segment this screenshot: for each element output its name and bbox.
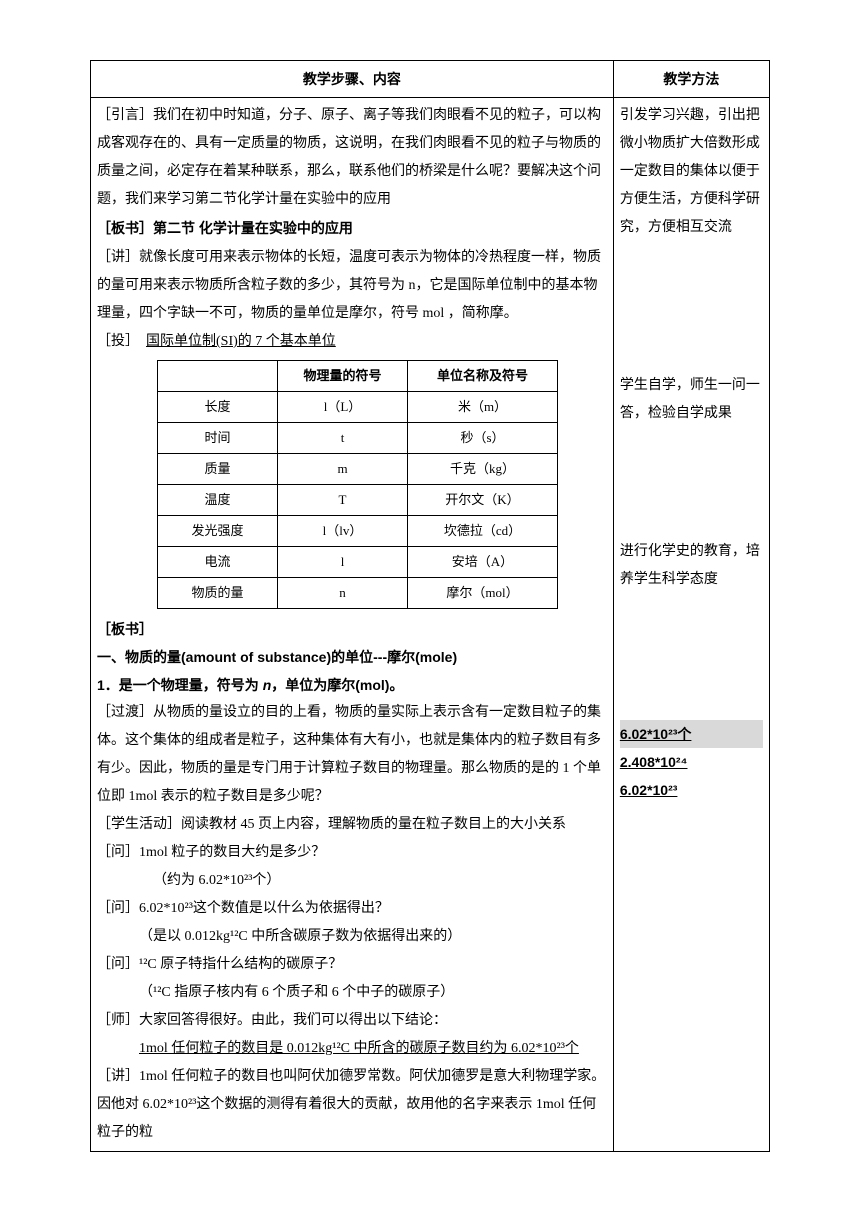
si-r1c1: t bbox=[278, 423, 408, 454]
trans-tag: ［过渡］ bbox=[97, 705, 153, 720]
si-r3c2: 开尔文（K） bbox=[408, 485, 558, 516]
note1: 6.02*10²³个 bbox=[620, 720, 763, 748]
note3: 6.02*10²³ bbox=[620, 776, 763, 804]
header-content: 教学步骤、内容 bbox=[91, 61, 614, 98]
si-r2c1: m bbox=[278, 454, 408, 485]
lecture1-tag: ［讲］ bbox=[97, 250, 139, 265]
content-cell: ［引言］我们在初中时知道，分子、原子、离子等我们肉眼看不见的粒子，可以构成客观存… bbox=[91, 98, 614, 1152]
si-r5c1: l bbox=[278, 547, 408, 578]
si-units-table: 物理量的符号 单位名称及符号 长度l（L）米（m） 时间t秒（s） 质量m千克（… bbox=[157, 360, 558, 609]
proj-tag: ［投］ bbox=[97, 334, 139, 349]
lecture2-text: 1mol 任何粒子的数目也叫阿伏加德罗常数。阿伏加德罗是意大利物理学家。因他对 … bbox=[97, 1069, 605, 1140]
si-r5c2: 安培（A） bbox=[408, 547, 558, 578]
method-block3: 进行化学史的教育，培养学生科学态度 bbox=[620, 538, 763, 594]
si-r6c0: 物质的量 bbox=[158, 578, 278, 609]
lecture1-text: 就像长度可用来表示物体的长短，温度可表示为物体的冷热程度一样，物质的量可用来表示… bbox=[97, 250, 601, 321]
conclusion: 1mol 任何粒子的数目是 0.012kg¹²C 中所含的碳原子数目约为 6.0… bbox=[97, 1035, 607, 1063]
point1-n: n bbox=[263, 677, 272, 693]
q3-text: ¹²C 原子特指什么结构的碳原子？ bbox=[139, 957, 342, 972]
si-h1: 物理量的符号 bbox=[278, 361, 408, 392]
si-h2: 单位名称及符号 bbox=[408, 361, 558, 392]
si-r1c2: 秒（s） bbox=[408, 423, 558, 454]
lesson-plan-table: 教学步骤、内容 教学方法 ［引言］我们在初中时知道，分子、原子、离子等我们肉眼看… bbox=[90, 60, 770, 1152]
si-r5c0: 电流 bbox=[158, 547, 278, 578]
heading1: 一、物质的量(amount of substance)的单位---摩尔(mole… bbox=[97, 643, 607, 671]
proj-text: 国际单位制(SI)的 7 个基本单位 bbox=[146, 334, 336, 349]
board1-text: 第二节 化学计量在实验中的应用 bbox=[153, 220, 353, 236]
si-r4c0: 发光强度 bbox=[158, 516, 278, 547]
si-r2c0: 质量 bbox=[158, 454, 278, 485]
point1-pre: 1．是一个物理量，符号为 bbox=[97, 677, 263, 693]
activity-text: 阅读教材 45 页上内容，理解物质的量在粒子数目上的大小关系 bbox=[181, 817, 566, 832]
si-r0c1: l（L） bbox=[278, 392, 408, 423]
activity-tag: ［学生活动］ bbox=[97, 817, 181, 832]
si-r0c0: 长度 bbox=[158, 392, 278, 423]
teacher-tag: ［师］ bbox=[97, 1013, 139, 1028]
method-cell: 引发学习兴趣，引出把微小物质扩大倍数形成一定数目的集体以便于方便生活，方便科学研… bbox=[613, 98, 769, 1152]
si-r0c2: 米（m） bbox=[408, 392, 558, 423]
si-r6c2: 摩尔（mol） bbox=[408, 578, 558, 609]
point1-post: ，单位为摩尔(mol)。 bbox=[271, 677, 403, 693]
si-r2c2: 千克（kg） bbox=[408, 454, 558, 485]
q3-tag: ［问］ bbox=[97, 957, 139, 972]
board1-tag: ［板书］ bbox=[97, 220, 153, 236]
board2-tag: ［板书］ bbox=[97, 615, 607, 643]
q2-text: 6.02*10²³这个数值是以什么为依据得出？ bbox=[139, 901, 389, 916]
si-r4c2: 坎德拉（cd） bbox=[408, 516, 558, 547]
si-r3c1: T bbox=[278, 485, 408, 516]
header-method: 教学方法 bbox=[613, 61, 769, 98]
note2: 2.408*10²⁴ bbox=[620, 748, 763, 776]
teacher-text: 大家回答得很好。由此，我们可以得出以下结论： bbox=[139, 1013, 447, 1028]
q2-tag: ［问］ bbox=[97, 901, 139, 916]
intro-tag: ［引言］ bbox=[97, 108, 153, 123]
method-block1: 引发学习兴趣，引出把微小物质扩大倍数形成一定数目的集体以便于方便生活，方便科学研… bbox=[620, 102, 763, 242]
method-block2: 学生自学，师生一问一答，检验自学成果 bbox=[620, 372, 763, 428]
side-notes: 6.02*10²³个 2.408*10²⁴ 6.02*10²³ bbox=[620, 692, 763, 804]
a2-text: （是以 0.012kg¹²C 中所含碳原子数为依据得出来的） bbox=[97, 923, 607, 951]
a3-text: （¹²C 指原子核内有 6 个质子和 6 个中子的碳原子） bbox=[97, 979, 607, 1007]
si-r3c0: 温度 bbox=[158, 485, 278, 516]
q1-tag: ［问］ bbox=[97, 845, 139, 860]
a1-text: （约为 6.02*10²³个） bbox=[97, 867, 607, 895]
intro-text: 我们在初中时知道，分子、原子、离子等我们肉眼看不见的粒子，可以构成客观存在的、具… bbox=[97, 108, 601, 207]
si-h0 bbox=[158, 361, 278, 392]
si-r6c1: n bbox=[278, 578, 408, 609]
si-r1c0: 时间 bbox=[158, 423, 278, 454]
lecture2-tag: ［讲］ bbox=[97, 1069, 139, 1084]
q1-text: 1mol 粒子的数目大约是多少？ bbox=[139, 845, 325, 860]
si-r4c1: l（lv） bbox=[278, 516, 408, 547]
trans-text: 从物质的量设立的目的上看，物质的量实际上表示含有一定数目粒子的集体。这个集体的组… bbox=[97, 705, 601, 804]
